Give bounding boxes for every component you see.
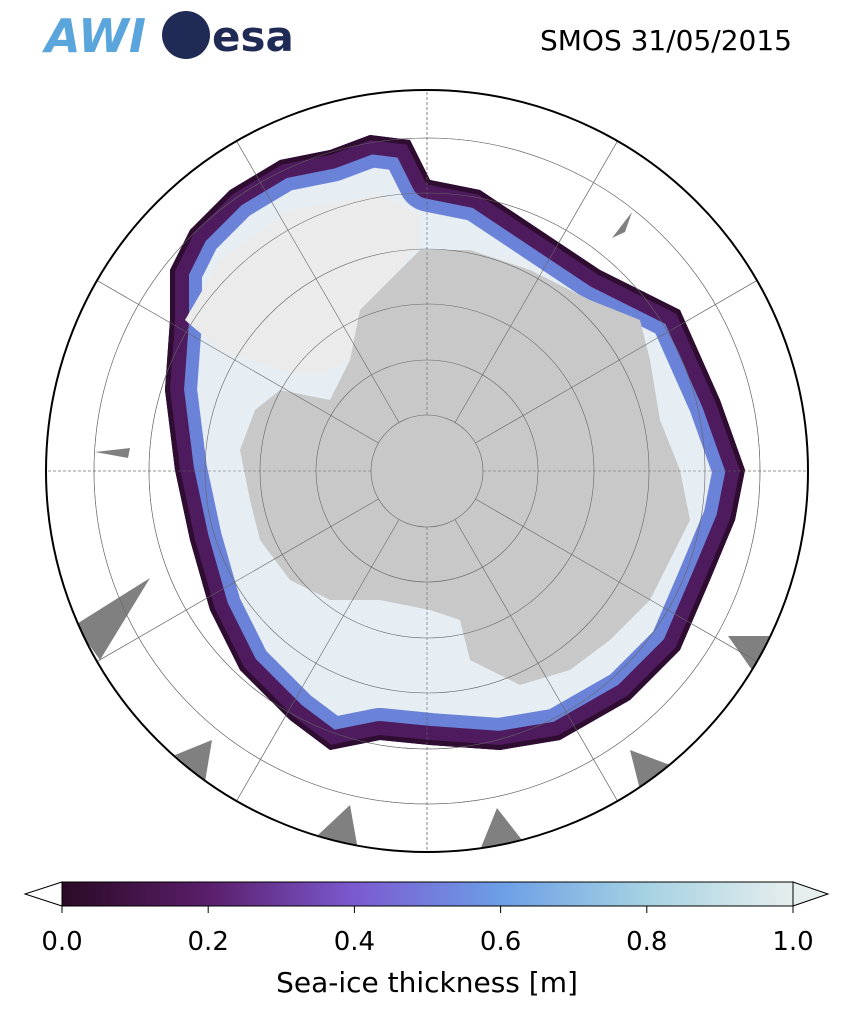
ice-shelf	[185, 195, 420, 375]
colorbar-tick-label: 0.6	[480, 927, 521, 957]
land	[728, 636, 770, 670]
graticule	[46, 90, 808, 852]
land	[75, 578, 150, 660]
meridian	[475, 270, 774, 444]
colorbar-extend-low	[23, 881, 63, 907]
esa-emblem	[162, 11, 210, 59]
colorbar-tick-label: 0.4	[334, 927, 375, 957]
meridian	[226, 519, 400, 818]
awi-logo: AWI	[42, 9, 146, 63]
logos: AWI esa	[42, 9, 294, 63]
colorbar-extend-high	[792, 881, 830, 907]
land	[630, 750, 670, 790]
meridian	[454, 124, 628, 423]
meridian	[226, 124, 400, 423]
colorbar-bar	[61, 881, 794, 907]
esa-logo: esa	[212, 12, 294, 61]
land	[95, 448, 130, 458]
colorbar-tick-label: 0.2	[188, 927, 229, 957]
meridian	[80, 498, 379, 672]
land	[480, 808, 522, 850]
colorbar-label: Sea-ice thickness [m]	[276, 966, 578, 999]
colorbar-tick-label: 1.0	[772, 927, 813, 957]
antarctica	[240, 250, 690, 685]
map	[46, 90, 808, 852]
land	[175, 740, 212, 782]
land	[612, 212, 632, 238]
colorbar: Sea-ice thickness [m] 0.0 0.2 0.4 0.6 0.8 1.0	[23, 881, 830, 999]
colorbar-tick-label: 0.8	[626, 927, 667, 957]
meridian	[80, 270, 379, 444]
map-border	[45, 89, 809, 853]
meridian	[475, 498, 774, 672]
meridian	[454, 519, 628, 818]
map-title: SMOS 31/05/2015	[540, 24, 792, 57]
colorbar-tick-label: 0.0	[41, 927, 82, 957]
